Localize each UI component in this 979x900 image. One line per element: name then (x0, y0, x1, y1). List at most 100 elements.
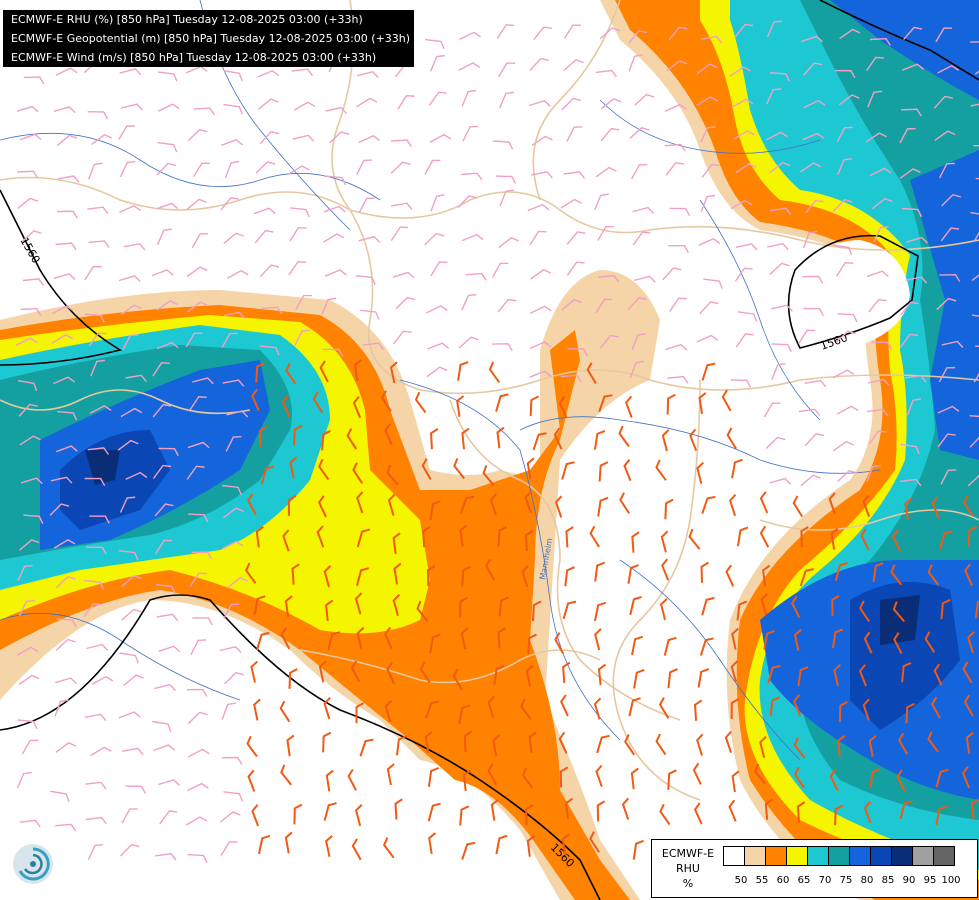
wind-barb (397, 95, 415, 110)
wind-barb (794, 766, 805, 789)
wind-barb (962, 494, 974, 517)
wind-barb (490, 798, 499, 821)
wind-barb (527, 633, 537, 655)
wind-barb (938, 366, 956, 383)
wind-barb (625, 395, 633, 418)
wind-barb (125, 374, 147, 383)
contour-1560-south (0, 594, 601, 900)
wind-barb (327, 631, 341, 651)
wind-barb (325, 599, 334, 622)
wind-barb (221, 138, 243, 147)
wind-barb (87, 206, 109, 215)
wind-barb (459, 495, 475, 514)
wind-barb (871, 197, 893, 210)
wind-barb (594, 193, 609, 211)
legend-tick-50: 50 (734, 875, 748, 886)
wind-barb (293, 803, 303, 825)
wind-barb (187, 128, 208, 142)
wind-barb (55, 638, 76, 651)
wind-barb (696, 461, 705, 484)
wind-barb (969, 415, 979, 425)
wind-barb (728, 493, 737, 517)
wind-barb (193, 162, 211, 178)
wind-barb (259, 264, 280, 278)
wind-barb (461, 172, 483, 181)
wind-barb (735, 163, 757, 174)
wind-barb (55, 242, 77, 251)
wind-barb (593, 697, 602, 720)
wind-barb (153, 744, 176, 752)
wind-barb (561, 833, 570, 856)
wind-barb (973, 367, 979, 383)
wind-barb (667, 375, 689, 384)
wind-barb (390, 226, 409, 241)
wind-barb (836, 262, 854, 277)
wind-barb (731, 770, 740, 793)
wind-barb (660, 598, 668, 621)
wind-barb (531, 171, 553, 179)
wind-barb (939, 530, 953, 550)
wind-barb (186, 465, 205, 480)
wind-barb (598, 461, 609, 482)
wind-barb (664, 498, 674, 520)
wind-barb (155, 583, 176, 595)
wind-barb (655, 459, 667, 481)
wind-barb (424, 38, 445, 50)
wind-barb (700, 35, 723, 44)
wind-barb (350, 660, 361, 683)
wind-barb (832, 244, 853, 256)
legend-swatch-55 (744, 846, 766, 866)
wind-barb (771, 362, 786, 380)
wind-barb (287, 495, 297, 516)
wind-barb (358, 197, 375, 214)
wind-barb (187, 441, 210, 449)
wind-barb (560, 198, 582, 209)
wind-barb (255, 161, 276, 174)
wind-barb (280, 627, 291, 650)
wind-barb (357, 70, 379, 79)
wind-barb (564, 566, 575, 587)
wind-barb (254, 229, 274, 244)
wind-barb (567, 348, 588, 357)
wind-barb (961, 766, 971, 789)
legend-tick-85: 85 (881, 875, 895, 886)
wind-barb (157, 103, 180, 112)
wind-barb (632, 839, 644, 860)
wind-barb (156, 613, 179, 622)
wind-barb (319, 360, 329, 383)
wind-barb (424, 232, 445, 246)
rivers (0, 0, 881, 761)
wind-barb (462, 769, 471, 792)
wind-barb (55, 67, 78, 76)
wind-barb (384, 423, 393, 446)
wind-barb (701, 596, 715, 616)
wind-barb (89, 405, 112, 414)
wind-barb (187, 748, 210, 758)
wind-barb (16, 646, 39, 656)
wind-barb (762, 564, 771, 587)
wind-barb (631, 635, 644, 656)
wind-barb (292, 134, 315, 142)
wind-barb (84, 265, 102, 281)
wind-barb (594, 561, 606, 582)
wind-barb (53, 376, 75, 385)
wind-barb (55, 445, 78, 453)
wind-barb (461, 89, 477, 107)
wind-barb (91, 133, 113, 145)
wind-barb (701, 495, 716, 514)
wind-barb (362, 342, 384, 350)
wind-barb (157, 142, 178, 153)
wind-barb (251, 388, 260, 411)
wind-barb (492, 734, 501, 757)
wind-barb (354, 804, 363, 827)
wind-barb (193, 107, 215, 116)
wind-barb (974, 598, 979, 619)
wind-barb (253, 595, 266, 615)
wind-barb (769, 262, 790, 275)
wind-barb (963, 694, 974, 717)
wind-barb (125, 471, 148, 480)
wind-barb (383, 837, 395, 859)
wind-barb (88, 332, 107, 347)
wind-barb (524, 529, 534, 552)
